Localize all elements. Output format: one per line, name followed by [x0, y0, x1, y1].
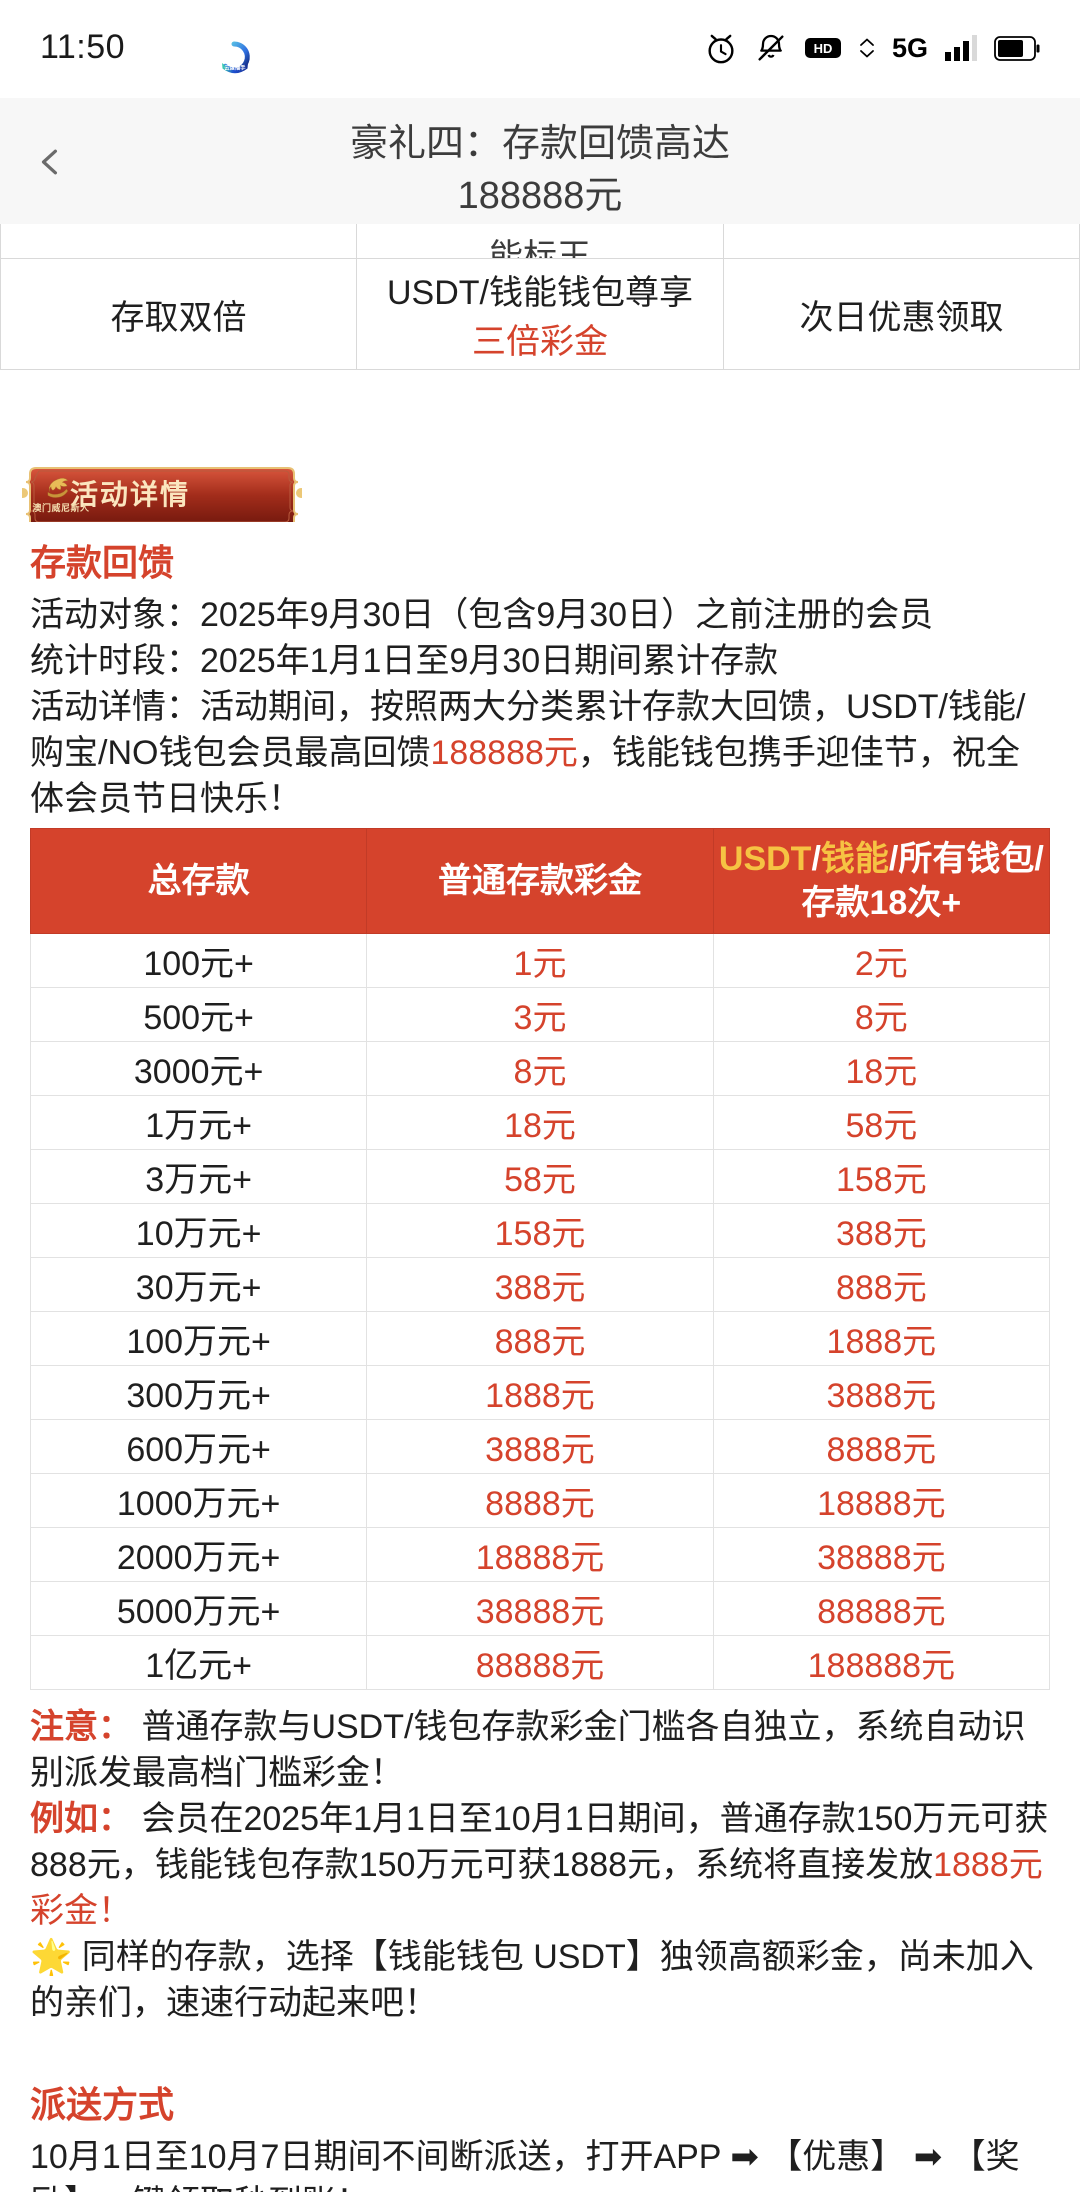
svg-text:云度播手: 云度播手	[224, 64, 246, 72]
svg-text:HD: HD	[814, 41, 833, 56]
svg-text:澳门威尼斯人: 澳门威尼斯人	[32, 502, 90, 513]
